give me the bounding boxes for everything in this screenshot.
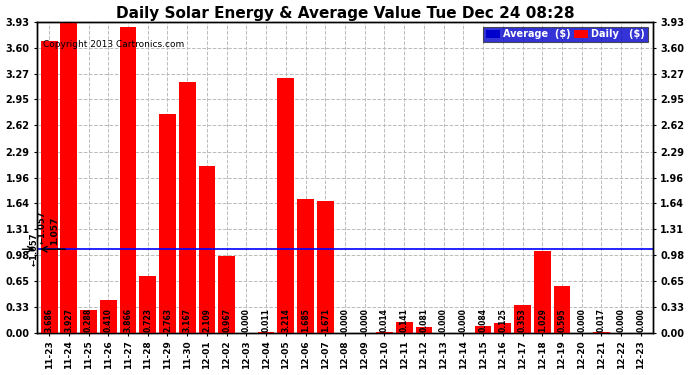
Bar bbox=[41, 41, 57, 333]
Bar bbox=[593, 332, 610, 333]
Text: 0.000: 0.000 bbox=[459, 308, 468, 332]
Text: 1.057: 1.057 bbox=[50, 217, 59, 245]
Text: 0.000: 0.000 bbox=[636, 308, 645, 332]
Text: 0.000: 0.000 bbox=[360, 308, 369, 332]
Text: 0.595: 0.595 bbox=[558, 309, 566, 332]
Text: 3.214: 3.214 bbox=[282, 308, 290, 332]
Text: 0.141: 0.141 bbox=[400, 308, 408, 332]
Bar bbox=[179, 82, 195, 333]
Bar bbox=[553, 286, 571, 333]
Text: 0.081: 0.081 bbox=[420, 308, 428, 332]
Text: 1.029: 1.029 bbox=[538, 308, 546, 332]
Text: 3.686: 3.686 bbox=[45, 308, 54, 332]
Bar bbox=[100, 300, 117, 333]
Legend: Average  ($), Daily   ($): Average ($), Daily ($) bbox=[483, 27, 648, 42]
Text: 0.084: 0.084 bbox=[479, 308, 488, 332]
Bar bbox=[317, 201, 334, 333]
Bar bbox=[159, 114, 176, 333]
Bar bbox=[61, 22, 77, 333]
Title: Daily Solar Energy & Average Value Tue Dec 24 08:28: Daily Solar Energy & Average Value Tue D… bbox=[116, 6, 574, 21]
Bar bbox=[218, 256, 235, 333]
Text: ←1.057: ←1.057 bbox=[37, 211, 46, 244]
Text: 0.353: 0.353 bbox=[518, 308, 527, 332]
Bar bbox=[534, 252, 551, 333]
Text: 0.000: 0.000 bbox=[242, 308, 251, 332]
Bar bbox=[415, 327, 432, 333]
Text: 0.125: 0.125 bbox=[498, 308, 507, 332]
Text: 0.288: 0.288 bbox=[84, 308, 93, 332]
Text: 3.167: 3.167 bbox=[183, 308, 192, 332]
Text: 0.000: 0.000 bbox=[340, 308, 350, 332]
Bar bbox=[514, 305, 531, 333]
Text: 1.685: 1.685 bbox=[301, 308, 310, 332]
Text: Copyright 2013 Cartronics.com: Copyright 2013 Cartronics.com bbox=[43, 40, 185, 50]
Bar bbox=[119, 27, 137, 333]
Text: 0.000: 0.000 bbox=[577, 308, 586, 332]
Text: 0.017: 0.017 bbox=[597, 308, 606, 332]
Text: 2.109: 2.109 bbox=[202, 308, 211, 332]
Bar bbox=[396, 322, 413, 333]
Text: 0.014: 0.014 bbox=[380, 308, 389, 332]
Bar bbox=[258, 332, 275, 333]
Bar bbox=[80, 310, 97, 333]
Text: 3.927: 3.927 bbox=[64, 308, 73, 332]
Bar bbox=[277, 78, 294, 333]
Bar bbox=[475, 326, 491, 333]
Text: 0.723: 0.723 bbox=[144, 308, 152, 332]
Bar bbox=[495, 323, 511, 333]
Bar bbox=[297, 200, 314, 333]
Text: 2.763: 2.763 bbox=[163, 308, 172, 332]
Text: 0.410: 0.410 bbox=[104, 308, 113, 332]
Bar bbox=[139, 276, 156, 333]
Text: 0.000: 0.000 bbox=[439, 308, 448, 332]
Text: ←1.057: ←1.057 bbox=[29, 232, 39, 266]
Text: 3.866: 3.866 bbox=[124, 308, 132, 332]
Text: 0.967: 0.967 bbox=[222, 308, 231, 332]
Bar bbox=[199, 166, 215, 333]
Text: 0.011: 0.011 bbox=[262, 308, 270, 332]
Text: 1.671: 1.671 bbox=[321, 308, 330, 332]
Bar bbox=[376, 332, 393, 333]
Text: 0.000: 0.000 bbox=[617, 308, 626, 332]
